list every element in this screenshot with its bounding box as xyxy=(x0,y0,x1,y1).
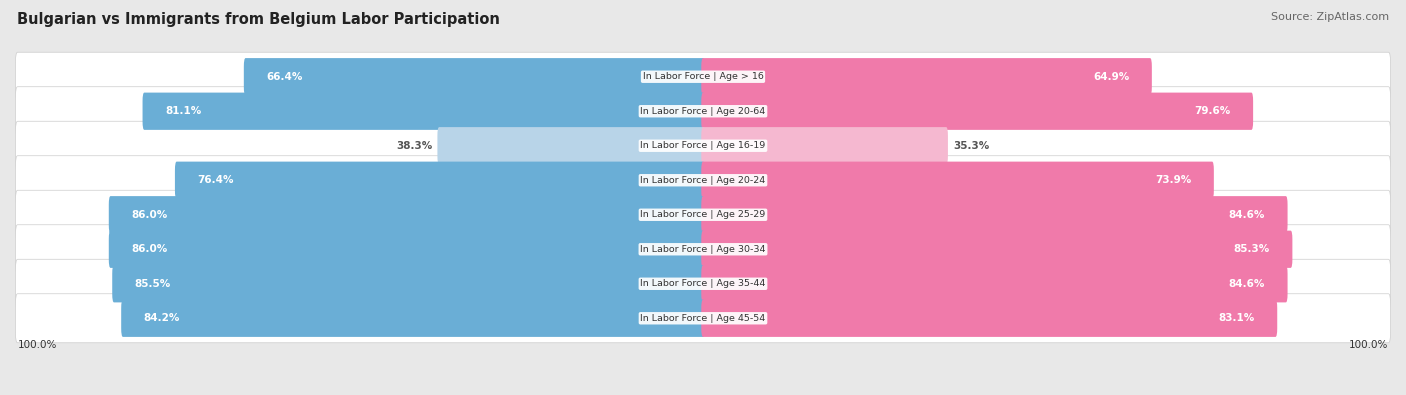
Text: 84.6%: 84.6% xyxy=(1229,279,1265,289)
FancyBboxPatch shape xyxy=(702,265,1288,303)
FancyBboxPatch shape xyxy=(702,196,1288,233)
Text: 86.0%: 86.0% xyxy=(131,210,167,220)
Text: In Labor Force | Age 25-29: In Labor Force | Age 25-29 xyxy=(640,210,766,219)
FancyBboxPatch shape xyxy=(174,162,704,199)
Text: 86.0%: 86.0% xyxy=(131,244,167,254)
FancyBboxPatch shape xyxy=(142,92,704,130)
FancyBboxPatch shape xyxy=(702,92,1253,130)
FancyBboxPatch shape xyxy=(437,127,704,164)
Text: Source: ZipAtlas.com: Source: ZipAtlas.com xyxy=(1271,12,1389,22)
Text: In Labor Force | Age > 16: In Labor Force | Age > 16 xyxy=(643,72,763,81)
Text: 100.0%: 100.0% xyxy=(17,340,56,350)
Text: 73.9%: 73.9% xyxy=(1156,175,1191,185)
FancyBboxPatch shape xyxy=(15,87,1391,136)
Text: 64.9%: 64.9% xyxy=(1094,72,1129,82)
Text: In Labor Force | Age 35-44: In Labor Force | Age 35-44 xyxy=(640,279,766,288)
Text: In Labor Force | Age 30-34: In Labor Force | Age 30-34 xyxy=(640,245,766,254)
FancyBboxPatch shape xyxy=(243,58,704,95)
FancyBboxPatch shape xyxy=(702,300,1277,337)
FancyBboxPatch shape xyxy=(15,52,1391,101)
FancyBboxPatch shape xyxy=(702,127,948,164)
FancyBboxPatch shape xyxy=(112,265,704,303)
Text: In Labor Force | Age 16-19: In Labor Force | Age 16-19 xyxy=(640,141,766,150)
Text: 100.0%: 100.0% xyxy=(1350,340,1389,350)
Text: Bulgarian vs Immigrants from Belgium Labor Participation: Bulgarian vs Immigrants from Belgium Lab… xyxy=(17,12,499,27)
FancyBboxPatch shape xyxy=(15,225,1391,274)
Text: 66.4%: 66.4% xyxy=(266,72,302,82)
Text: 76.4%: 76.4% xyxy=(197,175,233,185)
Text: In Labor Force | Age 20-64: In Labor Force | Age 20-64 xyxy=(640,107,766,116)
Text: 38.3%: 38.3% xyxy=(396,141,432,151)
Text: 79.6%: 79.6% xyxy=(1195,106,1230,116)
FancyBboxPatch shape xyxy=(702,231,1292,268)
FancyBboxPatch shape xyxy=(702,162,1213,199)
Text: 85.5%: 85.5% xyxy=(135,279,172,289)
FancyBboxPatch shape xyxy=(121,300,704,337)
Text: 84.2%: 84.2% xyxy=(143,313,180,323)
FancyBboxPatch shape xyxy=(108,231,704,268)
FancyBboxPatch shape xyxy=(108,196,704,233)
Text: 85.3%: 85.3% xyxy=(1233,244,1270,254)
FancyBboxPatch shape xyxy=(15,259,1391,308)
Text: In Labor Force | Age 20-24: In Labor Force | Age 20-24 xyxy=(640,176,766,185)
FancyBboxPatch shape xyxy=(15,294,1391,343)
Text: 84.6%: 84.6% xyxy=(1229,210,1265,220)
Text: In Labor Force | Age 45-54: In Labor Force | Age 45-54 xyxy=(640,314,766,323)
Text: 83.1%: 83.1% xyxy=(1219,313,1254,323)
FancyBboxPatch shape xyxy=(15,156,1391,205)
Text: 35.3%: 35.3% xyxy=(953,141,990,151)
FancyBboxPatch shape xyxy=(15,190,1391,239)
Text: 81.1%: 81.1% xyxy=(165,106,201,116)
FancyBboxPatch shape xyxy=(15,121,1391,170)
FancyBboxPatch shape xyxy=(702,58,1152,95)
